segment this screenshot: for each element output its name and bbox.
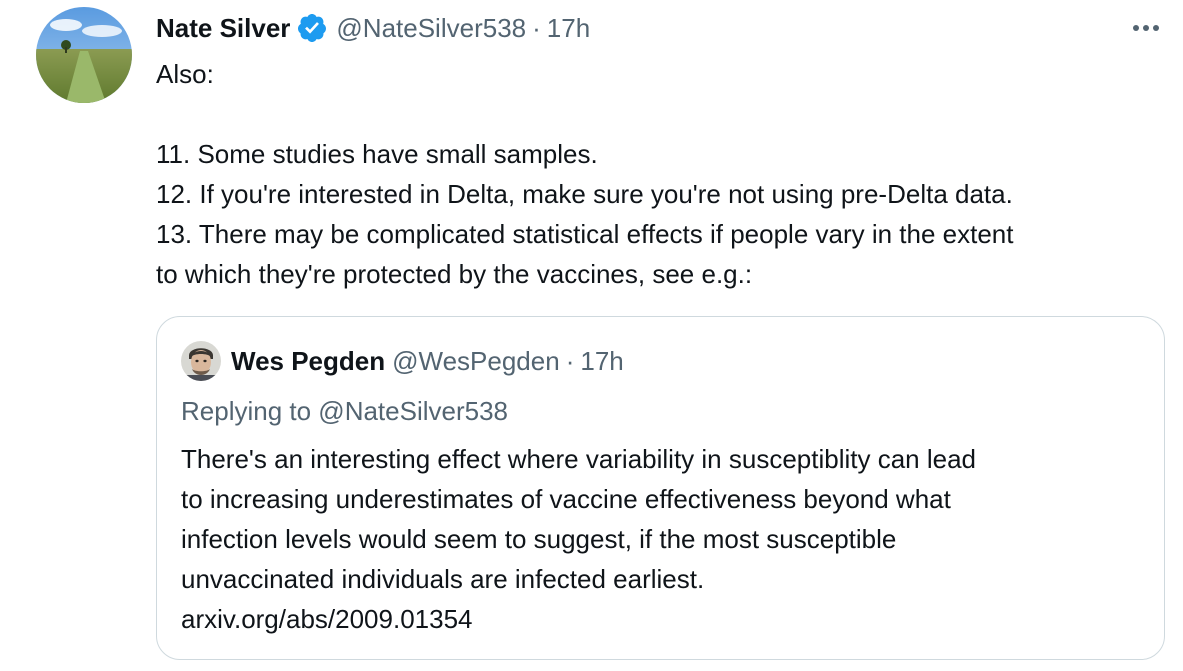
separator-dot: · (532, 13, 541, 43)
more-horizontal-icon (1133, 25, 1159, 31)
author-handle[interactable]: @NateSilver538 (336, 13, 527, 43)
replying-to: Replying to @NateSilver538 (181, 396, 509, 426)
tweet-text-line: to which they're protected by the vaccin… (156, 259, 753, 289)
verified-badge-icon (298, 14, 327, 42)
tweet-text-line: 13. There may be complicated statistical… (156, 219, 1014, 249)
quoted-text-line: to increasing underestimates of vaccine … (181, 484, 951, 514)
quoted-tweet-timestamp[interactable]: 17h (580, 345, 624, 376)
tweet-text-line: 11. Some studies have small samples. (156, 139, 598, 169)
tweet-timestamp[interactable]: 17h (546, 13, 591, 43)
quoted-author-avatar[interactable] (181, 341, 221, 381)
tweet-header: Nate Silver @NateSilver538 · 17h (156, 10, 590, 46)
separator-dot: · (565, 345, 575, 376)
more-options-button[interactable] (1124, 12, 1168, 44)
quoted-text-line: infection levels would seem to suggest, … (181, 524, 897, 554)
quoted-text-line: unvaccinated individuals are infected ea… (181, 564, 705, 594)
tweet-text-line: 12. If you're interested in Delta, make … (156, 179, 1013, 209)
tweet-text-line: Also: (156, 59, 214, 89)
quoted-text-line: There's an interesting effect where vari… (181, 444, 977, 474)
quoted-text-link[interactable]: arxiv.org/abs/2009.01354 (181, 604, 473, 634)
author-avatar[interactable] (36, 7, 132, 103)
author-name[interactable]: Nate Silver (156, 13, 291, 43)
quoted-tweet[interactable]: Wes Pegden @WesPegden · 17h Replying to … (156, 316, 1165, 660)
quoted-author-handle[interactable]: @WesPegden (392, 345, 560, 376)
quoted-tweet-text: There's an interesting effect where vari… (181, 439, 1141, 639)
quoted-tweet-header: Wes Pegden @WesPegden · 17h (181, 341, 624, 381)
tweet-text-blank-line (156, 94, 1166, 134)
quoted-author-name[interactable]: Wes Pegden (231, 345, 386, 376)
tweet-text: Also: 11. Some studies have small sample… (156, 54, 1166, 294)
